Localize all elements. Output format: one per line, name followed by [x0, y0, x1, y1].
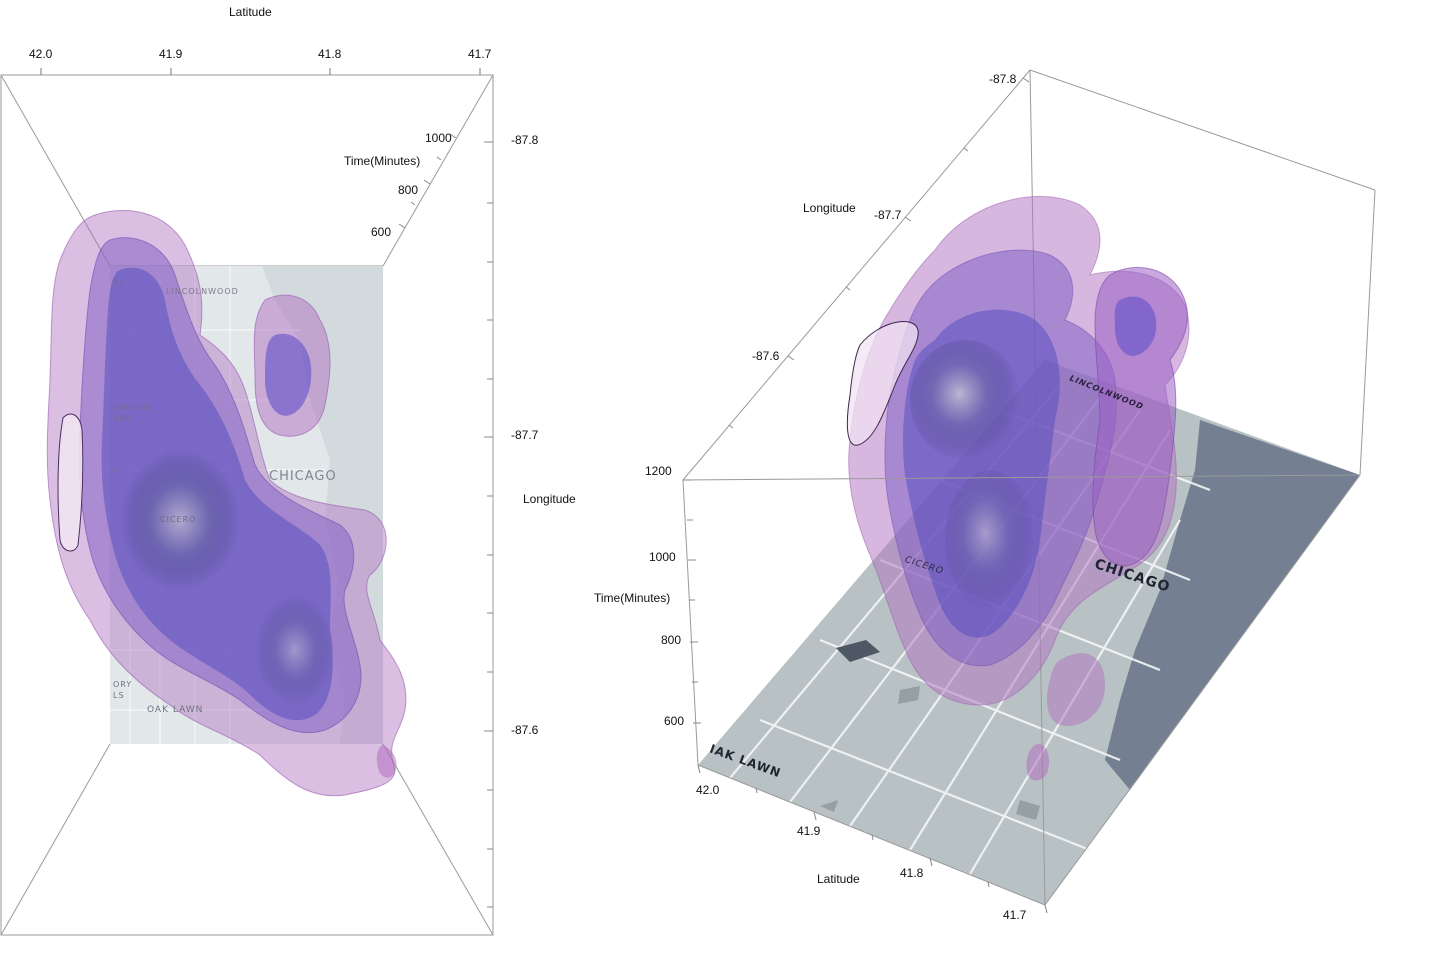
- left-map-label-ark: ARK: [113, 414, 133, 423]
- right-density-core-2: [945, 470, 1035, 610]
- left-map-label-nwood: NWOOD: [113, 403, 151, 412]
- right-side-blob-outer: [1092, 266, 1188, 567]
- right-lon-ticks: [728, 77, 1030, 429]
- left-map-label-chicago: CHICAGO: [269, 469, 337, 484]
- right-lon-tick: -87.8: [989, 72, 1017, 86]
- right-lat-tick: 41.7: [1003, 908, 1027, 922]
- left-lat-ticks: [40, 68, 481, 75]
- left-time-ticks: [398, 133, 457, 229]
- left-density-core-2: [255, 595, 335, 705]
- right-time-tick: 1000: [649, 550, 676, 564]
- left-map-label-ge: GE: [113, 279, 127, 288]
- right-time-tick: 1200: [645, 464, 672, 478]
- left-small-tail: [376, 745, 397, 778]
- left-density-core: [120, 450, 240, 590]
- right-side-blob-inner: [1114, 296, 1157, 356]
- right-lon-tick: -87.6: [752, 349, 780, 363]
- left-map-label-ls: LS: [113, 691, 125, 700]
- left-highlight-lobe: [57, 413, 84, 552]
- right-lat-ticks: [697, 764, 1048, 914]
- left-lon-tick: -87.8: [511, 133, 539, 147]
- left-time-tick: 1000: [425, 131, 452, 145]
- left-map-label-lincolnwood: LINCOLNWOOD: [166, 287, 239, 296]
- left-lon-ticks: [484, 141, 493, 908]
- right-time-ticks: [683, 479, 701, 724]
- left-lat-axis-label: Latitude: [229, 5, 272, 19]
- right-time-axis-label: Time(Minutes): [594, 591, 671, 605]
- right-small-drop: [1026, 744, 1050, 781]
- right-lat-tick: 41.9: [797, 824, 821, 838]
- right-lat-tick: 42.0: [696, 783, 720, 797]
- left-time-axis-label: Time(Minutes): [344, 154, 421, 168]
- left-lon-tick: -87.7: [511, 428, 539, 442]
- left-blob-small-inner: [265, 333, 312, 416]
- right-lon-tick: -87.7: [874, 208, 902, 222]
- right-time-tick: 600: [664, 714, 685, 728]
- right-density-core: [910, 340, 1020, 460]
- left-lon-axis-label: Longitude: [523, 492, 576, 506]
- right-lat-tick: 41.8: [900, 866, 924, 880]
- left-time-tick: 600: [371, 225, 392, 239]
- left-map-label-oak-lawn: OAK LAWN: [147, 705, 204, 715]
- right-density: [846, 195, 1190, 781]
- left-lat-tick: 41.9: [159, 47, 183, 61]
- right-time-tick: 800: [661, 633, 682, 647]
- right-highlight-lobe: [846, 321, 919, 446]
- left-density: [46, 209, 407, 797]
- left-lon-tick: -87.6: [511, 723, 539, 737]
- right-lat-axis-label: Latitude: [817, 872, 860, 886]
- left-lat-tick: 42.0: [29, 47, 53, 61]
- left-lat-tick: 41.8: [318, 47, 342, 61]
- left-map-label-cicero: CICERO: [160, 515, 197, 524]
- left-time-tick: 800: [398, 183, 419, 197]
- right-lower-tail: [1047, 653, 1105, 726]
- left-map-label-ory: ORY: [113, 680, 133, 689]
- left-lat-tick: 41.7: [468, 47, 492, 61]
- right-lon-axis-label: Longitude: [803, 201, 856, 215]
- left-map-label-o: O: [113, 466, 121, 475]
